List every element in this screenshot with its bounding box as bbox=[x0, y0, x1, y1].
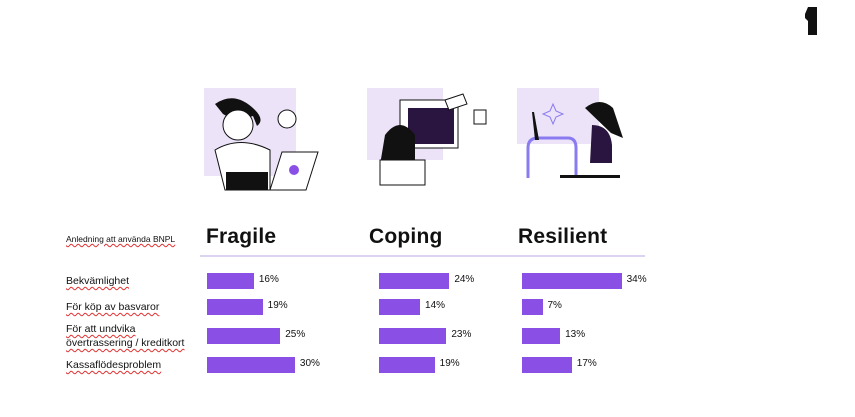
bar bbox=[522, 328, 561, 344]
bar bbox=[207, 299, 263, 315]
bar bbox=[207, 328, 281, 344]
category-label: För att undvika övertrassering / kreditk… bbox=[66, 323, 185, 349]
bar bbox=[379, 357, 435, 373]
value-label: 24% bbox=[454, 274, 475, 285]
value-label: 17% bbox=[576, 358, 597, 369]
value-label: 16% bbox=[258, 274, 279, 285]
bar bbox=[522, 299, 543, 315]
value-label: 23% bbox=[451, 329, 472, 340]
value-label: 25% bbox=[285, 329, 306, 340]
series-name: Fragile bbox=[206, 225, 277, 248]
series-name: Resilient bbox=[518, 225, 608, 248]
logo bbox=[805, 7, 817, 35]
bar bbox=[379, 273, 450, 289]
value-label: 7% bbox=[547, 300, 562, 311]
value-label: 19% bbox=[439, 358, 460, 369]
category-label: Kassaflödesproblem bbox=[66, 359, 162, 371]
value-label: 13% bbox=[565, 329, 586, 340]
resilient-illustration bbox=[517, 88, 623, 178]
value-label: 14% bbox=[425, 300, 446, 311]
value-label: 19% bbox=[267, 300, 288, 311]
bar bbox=[522, 357, 572, 373]
bar bbox=[379, 299, 421, 315]
value-label: 30% bbox=[299, 358, 320, 369]
bar bbox=[207, 273, 254, 289]
category-label: För köp av basvaror bbox=[66, 301, 160, 313]
coping-illustration bbox=[367, 88, 487, 186]
fragile-illustration bbox=[204, 88, 319, 191]
bar bbox=[207, 357, 295, 373]
series-name: Coping bbox=[369, 225, 443, 248]
bar bbox=[522, 273, 622, 289]
header-label: Anledning att använda BNPL bbox=[66, 234, 176, 244]
bar bbox=[379, 328, 447, 344]
category-label: Bekvämlighet bbox=[66, 275, 130, 287]
value-label: 34% bbox=[626, 274, 647, 285]
